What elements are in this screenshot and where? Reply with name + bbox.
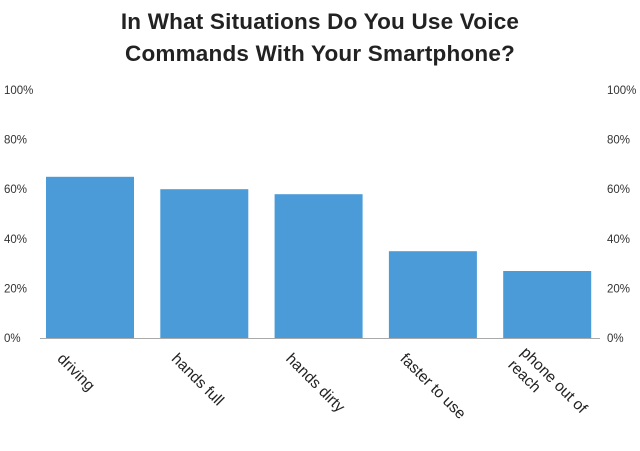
category-label-text: hands full — [168, 350, 227, 409]
left-y-axis: 0% 20% 40% 60% 80% 100% — [4, 85, 33, 345]
y-tick-label-left: 80% — [4, 135, 27, 147]
chart-title-line-1: In What Situations Do You Use Voice — [120, 9, 520, 34]
y-tick-label-right: 40% — [607, 234, 630, 246]
bar — [274, 194, 363, 338]
y-tick-label-left: 60% — [4, 184, 27, 196]
y-tick-label-right: 80% — [607, 135, 630, 147]
bar-series — [46, 176, 592, 338]
category-label: hands dirty — [282, 350, 348, 416]
category-label-text: faster to use — [397, 350, 469, 422]
category-label: driving — [54, 350, 98, 394]
bar — [388, 251, 477, 338]
chart-title: In What Situations Do You Use Voice Comm… — [0, 6, 640, 70]
category-label: hands full — [168, 350, 227, 409]
y-tick-label-left: 0% — [4, 333, 21, 345]
bar — [46, 176, 134, 338]
y-tick-label-right: 20% — [607, 283, 630, 295]
bar — [160, 189, 249, 338]
right-y-axis: 0% 20% 40% 60% 80% 100% — [607, 85, 636, 345]
y-tick-label-left: 100% — [4, 85, 33, 97]
y-tick-label-right: 60% — [607, 184, 630, 196]
category-label-text: hands dirty — [282, 350, 348, 416]
chart-title-line-2: Commands With Your Smartphone? — [125, 41, 515, 66]
y-tick-label-left: 20% — [4, 283, 27, 295]
y-tick-label-left: 40% — [4, 234, 27, 246]
y-tick-label-right: 0% — [607, 333, 624, 345]
category-label: faster to use — [397, 350, 469, 422]
category-label-text: driving — [54, 350, 98, 394]
y-tick-label-right: 100% — [607, 85, 636, 97]
bar — [503, 271, 592, 338]
x-axis-labels: driving hands full hands dirty faster to us… — [54, 344, 591, 423]
